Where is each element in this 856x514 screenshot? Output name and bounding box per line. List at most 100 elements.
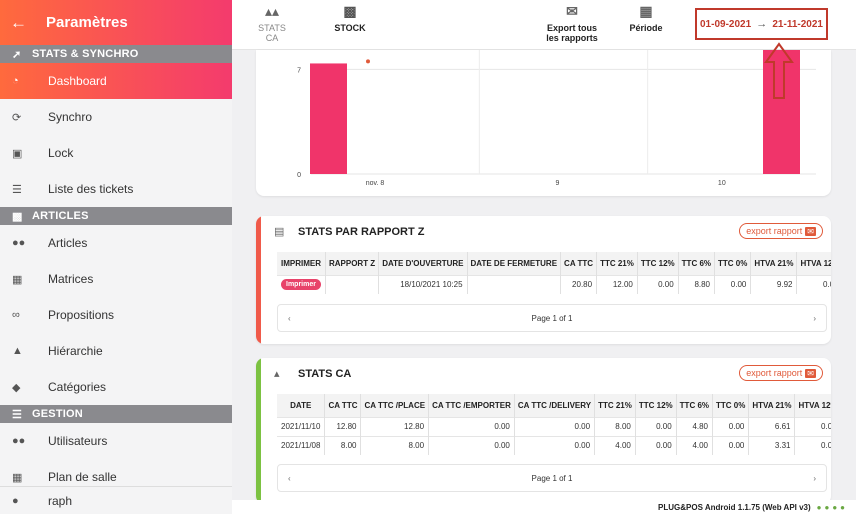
col-header[interactable]: HTVA 12%: [794, 394, 831, 417]
col-header[interactable]: RAPPORT Z: [325, 252, 380, 275]
col-header[interactable]: TTC 0%: [714, 252, 752, 275]
table-cell: 0.00: [796, 274, 831, 294]
toolbar: ▴▴ STATS CA ▩ STOCK ✉ Export tous les ra…: [232, 0, 856, 50]
chevron-left-icon[interactable]: ‹: [288, 313, 291, 323]
sidebar-item-synchro[interactable]: ⟳ Synchro: [0, 99, 232, 135]
table-cell: 4.00: [676, 435, 714, 455]
table-row: Imprimer 18/10/2021 10:25 20.80 12.00 0.…: [277, 274, 831, 294]
imprimer-button[interactable]: Imprimer: [281, 279, 321, 291]
table-cell: 8.00: [594, 416, 636, 436]
col-header[interactable]: CA TTC: [324, 394, 362, 417]
col-header[interactable]: CA TTC /DELIVERY: [514, 394, 596, 417]
arrow-left-icon[interactable]: ←: [10, 12, 27, 32]
grid-icon: ▦: [12, 273, 23, 286]
sidebar-item-label: Utilisateurs: [48, 434, 108, 448]
table-cell: 0.00: [428, 435, 515, 455]
sidebar-item-utilisateurs[interactable]: ●● Utilisateurs: [0, 423, 232, 459]
chevron-right-icon[interactable]: ›: [813, 313, 816, 323]
sidebar-item-matrices[interactable]: ▦ Matrices: [0, 261, 232, 297]
x-tick-label: nov. 8: [366, 180, 385, 187]
col-header[interactable]: TTC 21%: [594, 394, 636, 417]
table-cell: 0.00: [635, 435, 677, 455]
section-label: STATS & SYNCHRO: [32, 48, 139, 60]
sidebar-item-label: Catégories: [48, 380, 107, 394]
col-header[interactable]: HTVA 12%: [796, 252, 831, 275]
col-header[interactable]: DATE DE FERMETURE: [467, 252, 562, 275]
pager-label: Page 1 of 1: [531, 473, 573, 483]
sidebar-item-label: Matrices: [48, 272, 94, 286]
rapport-z-pager: ‹ Page 1 of 1 ›: [277, 304, 827, 332]
y-tick-label: 7: [297, 67, 301, 74]
rapport-z-table: IMPRIMER RAPPORT Z DATE D'OUVERTURE DATE…: [277, 252, 831, 294]
table-header-row: IMPRIMER RAPPORT Z DATE D'OUVERTURE DATE…: [277, 252, 831, 275]
chevron-left-icon[interactable]: ‹: [288, 473, 291, 483]
table-cell: 9.92: [750, 274, 798, 294]
envelope-icon: ✉: [566, 3, 578, 19]
table-cell: 4.00: [594, 435, 636, 455]
col-header[interactable]: HTVA 21%: [748, 394, 796, 417]
table-cell: 12.80: [360, 416, 430, 436]
link-icon: ∞: [12, 309, 20, 321]
table-cell: 0.00: [712, 435, 750, 455]
stock-button[interactable]: ▩ STOCK: [332, 4, 368, 33]
x-tick-label: 10: [718, 180, 726, 187]
bar: [310, 63, 347, 174]
col-header[interactable]: TTC 0%: [712, 394, 750, 417]
user-icon: ●: [12, 494, 19, 507]
lock-icon: ▣: [12, 147, 23, 160]
table-cell: 0.00: [428, 416, 515, 436]
col-header[interactable]: TTC 12%: [637, 252, 679, 275]
sidebar-item-hierarchie[interactable]: ▲ Hiérarchie: [0, 333, 232, 369]
col-header[interactable]: TTC 6%: [676, 394, 714, 417]
bar: [763, 50, 800, 174]
col-header[interactable]: CA TTC /PLACE: [360, 394, 430, 417]
col-header[interactable]: CA TTC: [560, 252, 598, 275]
table-cell: 3.31: [748, 435, 796, 455]
col-header[interactable]: TTC 12%: [635, 394, 677, 417]
sidebar-item-label: Hiérarchie: [48, 344, 103, 358]
sidebar-item-plan-de-salle[interactable]: ▦ Plan de salle: [0, 459, 232, 495]
date-range-picker[interactable]: 01-09-2021 → 21-11-2021: [695, 8, 828, 40]
col-header[interactable]: IMPRIMER: [277, 252, 326, 275]
sidebar-item-label: Synchro: [48, 110, 93, 124]
stats-ca-pager: ‹ Page 1 of 1 ›: [277, 464, 827, 492]
col-header[interactable]: DATE D'OUVERTURE: [378, 252, 468, 275]
export-all-button[interactable]: ✉ Export tous les rapports: [544, 3, 600, 43]
status-icons: ●●●●: [816, 502, 848, 512]
arrow-right-icon: →: [756, 18, 768, 30]
date-from[interactable]: 01-09-2021: [700, 18, 752, 30]
col-header[interactable]: HTVA 21%: [750, 252, 798, 275]
col-header[interactable]: DATE: [277, 394, 326, 417]
sidebar-item-articles[interactable]: ●● Articles: [0, 225, 232, 261]
col-header[interactable]: TTC 21%: [596, 252, 638, 275]
chevron-right-icon[interactable]: ›: [813, 473, 816, 483]
table-cell: 0.00: [712, 416, 750, 436]
sidebar-item-dashboard[interactable]: ◔ Dashboard: [0, 63, 232, 99]
table-cell: 2021/11/10: [277, 416, 326, 436]
sidebar-item-lock[interactable]: ▣ Lock: [0, 135, 232, 171]
col-header[interactable]: TTC 6%: [678, 252, 716, 275]
sidebar-user[interactable]: ● raph: [0, 486, 232, 514]
calendar-icon: ▦: [639, 3, 653, 19]
section-label: GESTION: [32, 408, 83, 420]
sliders-icon: ☰: [12, 408, 23, 421]
export-rapport-z-button[interactable]: export rapport ✉: [739, 223, 823, 239]
stats-ca-button[interactable]: ▴▴ STATS CA: [252, 4, 292, 43]
periode-button[interactable]: ▦ Période: [628, 3, 664, 33]
card-stripe: [256, 216, 261, 344]
sidebar-item-categories[interactable]: ◆ Catégories: [0, 369, 232, 405]
date-to[interactable]: 21-11-2021: [772, 18, 823, 30]
sitemap-icon: ▲: [12, 345, 23, 357]
card-stripe: [256, 358, 261, 504]
tag-icon: ◆: [12, 381, 21, 394]
sidebar-item-propositions[interactable]: ∞ Propositions: [0, 297, 232, 333]
periode-label: Période: [629, 23, 663, 33]
sidebar-item-liste-tickets[interactable]: ☰ Liste des tickets: [0, 171, 232, 207]
table-cell: 12.80: [324, 416, 362, 436]
col-header[interactable]: CA TTC /EMPORTER: [428, 394, 515, 417]
table-cell: 0.00: [514, 435, 596, 455]
rapport-z-card: ▤ STATS PAR RAPPORT Z export rapport ✉ I…: [256, 216, 831, 344]
export-stats-ca-button[interactable]: export rapport ✉: [739, 365, 823, 381]
sync-icon: ⟳: [12, 111, 22, 124]
table-cell: 0.00: [794, 435, 831, 455]
